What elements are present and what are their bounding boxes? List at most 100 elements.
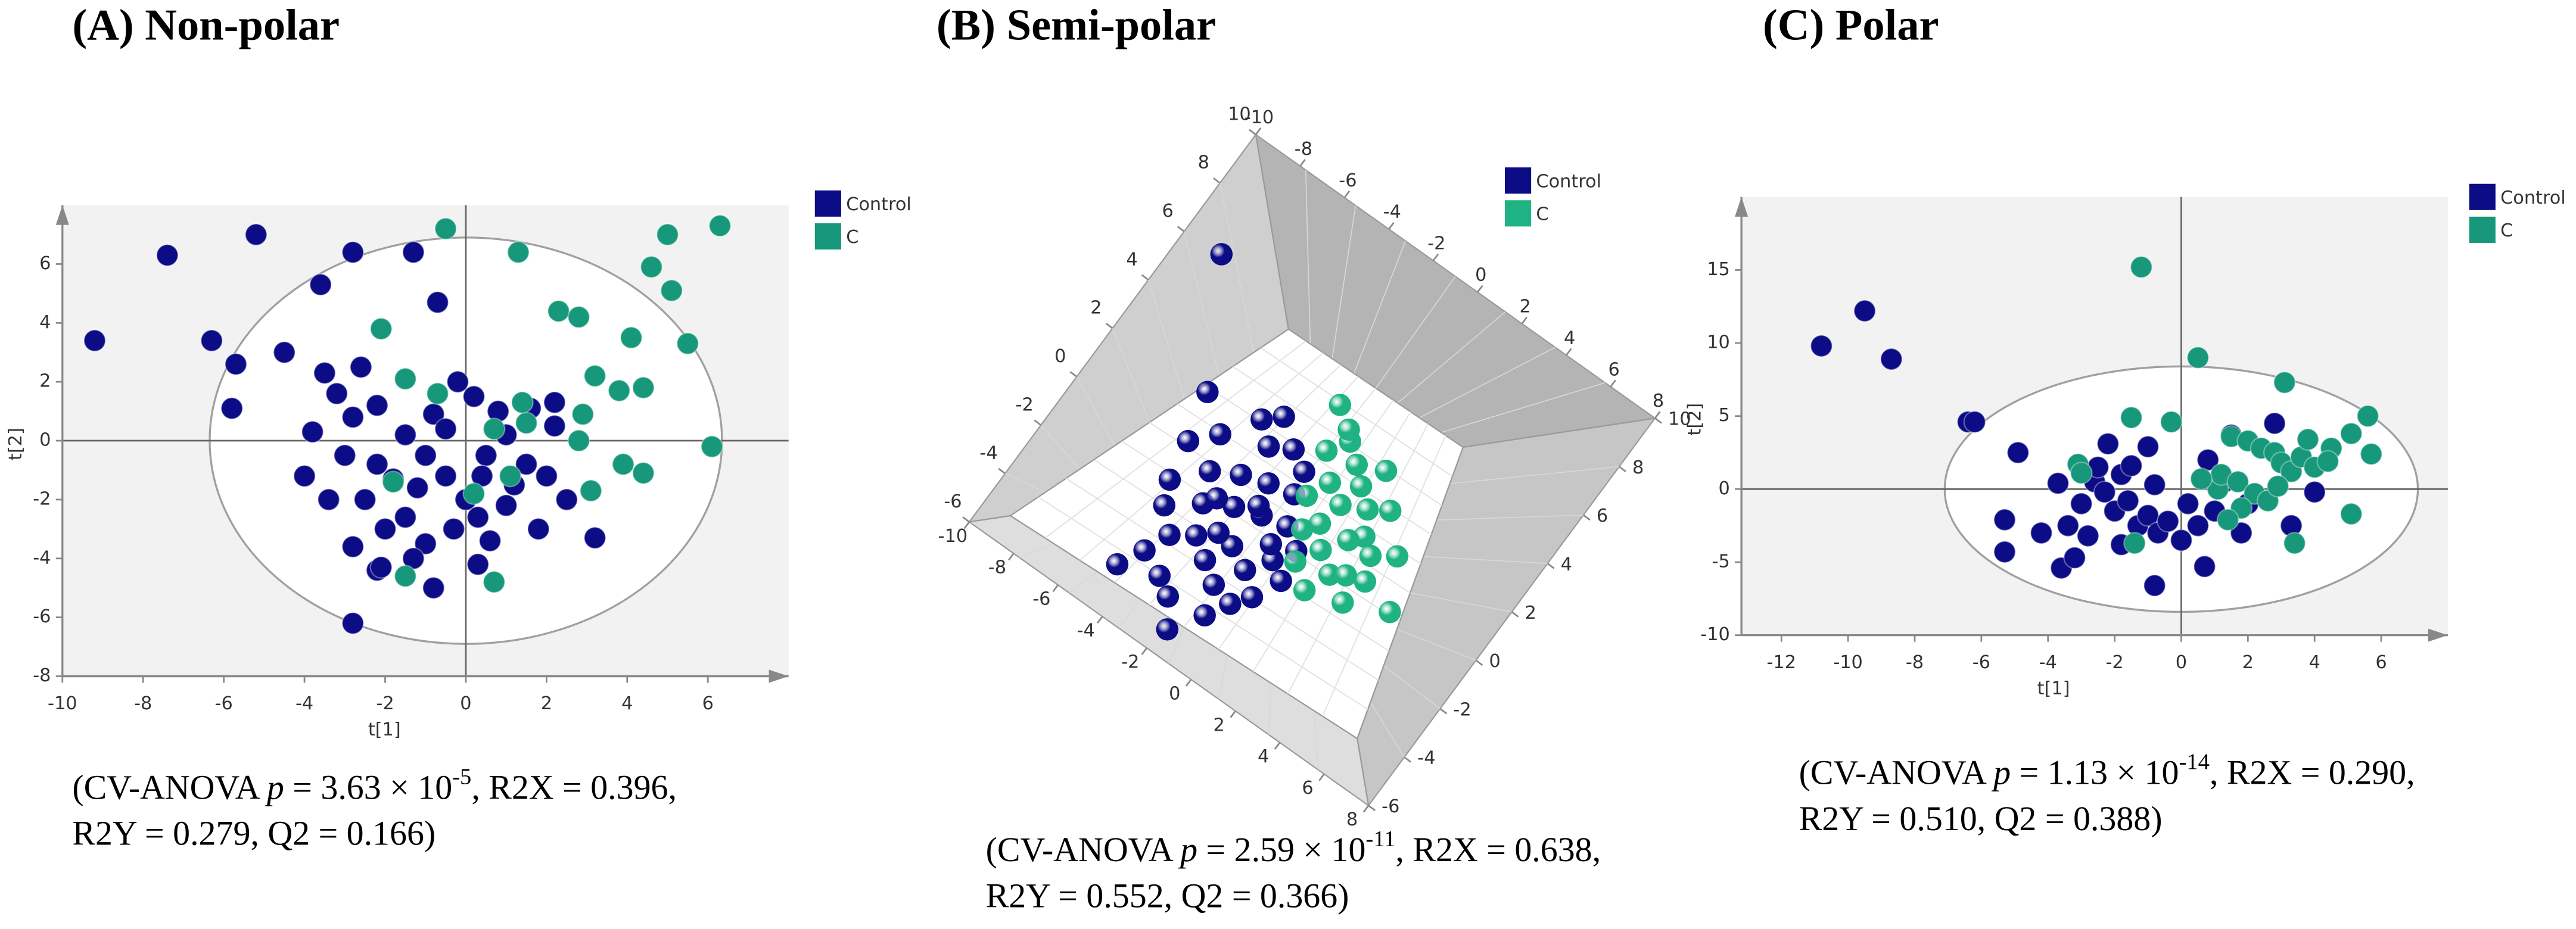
floor-grid	[1260, 347, 1453, 477]
data-point	[543, 391, 566, 414]
x-tick-label: -6	[1032, 589, 1050, 610]
data-point	[1993, 540, 2017, 563]
data-point	[2116, 489, 2139, 512]
data-point	[301, 420, 324, 444]
data-point	[515, 453, 538, 476]
data-point	[2186, 346, 2210, 369]
wall-grid	[1219, 183, 1255, 353]
y-tick	[1511, 611, 1519, 618]
data-point	[1293, 460, 1315, 483]
y-tick	[1249, 129, 1256, 136]
wall-grid	[1218, 654, 1228, 700]
data-point	[1379, 601, 1401, 624]
data-point	[406, 476, 429, 500]
wall-grid	[1268, 682, 1271, 735]
y-tick-label: 15	[1707, 259, 1730, 280]
data-point	[2170, 529, 2193, 552]
data-point	[1247, 494, 1270, 518]
data-point	[1193, 604, 1216, 627]
x-tick-label: 0	[460, 693, 471, 714]
x-tick	[1299, 159, 1306, 167]
y-tick-label: -4	[979, 443, 997, 464]
data-point	[414, 444, 437, 467]
y-tick-label: 8	[1632, 457, 1644, 478]
y-axis-label: t[2]	[1684, 403, 1705, 436]
data-point	[2120, 406, 2143, 429]
data-point	[1233, 559, 1256, 582]
legend-swatch	[1505, 167, 1532, 194]
x-tick-label: 2	[541, 693, 552, 714]
x-tick	[1362, 805, 1370, 813]
wall-grid	[1313, 710, 1320, 771]
legend-label: Control	[1536, 171, 1601, 192]
stats-annotation: R2Y = 0.279, Q2 = 0.166)	[72, 814, 435, 853]
data-point	[1156, 618, 1179, 641]
data-point	[1337, 529, 1360, 551]
x-tick-label: -10	[1245, 107, 1274, 128]
data-point	[2130, 255, 2153, 279]
data-point	[1133, 539, 1156, 562]
stats-annotation: R2Y = 0.510, Q2 = 0.388)	[1799, 799, 2163, 838]
y-tick-label: 6	[1162, 201, 1173, 222]
data-point	[535, 464, 558, 488]
y-tick-label: 2	[1090, 298, 1102, 319]
x-tick	[1477, 285, 1483, 293]
x-tick-label: 4	[621, 693, 633, 714]
data-point	[155, 244, 179, 267]
x-tick-label: -12	[1766, 652, 1796, 673]
data-point	[2046, 472, 2070, 495]
data-point	[414, 532, 437, 556]
data-point	[1221, 535, 1244, 557]
data-point	[1359, 544, 1382, 568]
data-point	[1193, 548, 1217, 572]
annotation-part: , R2X = 0.290,	[2210, 753, 2415, 792]
x-tick	[963, 521, 970, 529]
data-point	[1250, 408, 1273, 431]
y-tick-label: 10	[1668, 409, 1691, 430]
stats-annotation: (CV-ANOVA p = 2.59 × 10-11, R2X = 0.638,	[986, 827, 1601, 869]
legend-label: Control	[846, 194, 911, 215]
y-axis-label: t[2]	[5, 428, 26, 460]
data-point	[434, 217, 458, 241]
annotation-part: p	[1178, 831, 1197, 869]
x-tick-label: -10	[938, 526, 968, 547]
y-tick-label: -4	[33, 547, 51, 568]
y-tick-label: 0	[39, 430, 51, 451]
y-tick	[1212, 177, 1221, 184]
x-tick	[1097, 616, 1103, 624]
data-point	[434, 464, 458, 488]
data-point	[1810, 334, 1833, 357]
data-point	[2057, 514, 2080, 537]
data-point	[466, 553, 490, 576]
axis-arrow	[1735, 197, 1749, 217]
data-point	[2339, 503, 2363, 526]
wall-grid	[1183, 231, 1219, 376]
data-point	[2266, 475, 2289, 498]
x-tick	[1318, 773, 1325, 781]
data-point	[1198, 460, 1221, 483]
data-point	[1209, 423, 1231, 446]
data-point	[1853, 300, 1877, 323]
data-point	[1993, 508, 2017, 531]
data-point	[1270, 569, 1292, 593]
x-tick-label: 6	[702, 693, 714, 714]
data-point	[382, 470, 405, 494]
y-tick	[1368, 805, 1376, 812]
data-point	[471, 464, 494, 488]
y-tick	[1547, 563, 1555, 569]
data-point	[402, 241, 425, 264]
data-point	[293, 464, 316, 488]
data-point	[2193, 555, 2216, 578]
stats-annotation: R2Y = 0.552, Q2 = 0.366)	[986, 877, 1349, 915]
x-tick-label: 8	[1346, 809, 1358, 830]
data-point	[2070, 492, 2093, 515]
data-point	[402, 547, 425, 570]
data-point	[309, 273, 332, 297]
data-point	[2096, 432, 2120, 456]
x-tick	[1230, 710, 1236, 718]
data-point	[1386, 545, 1409, 568]
annotation-part: = 2.59 × 10	[1197, 831, 1365, 869]
wall-grid	[1423, 556, 1548, 565]
wall-grid	[1069, 571, 1098, 594]
data-point	[499, 464, 522, 488]
